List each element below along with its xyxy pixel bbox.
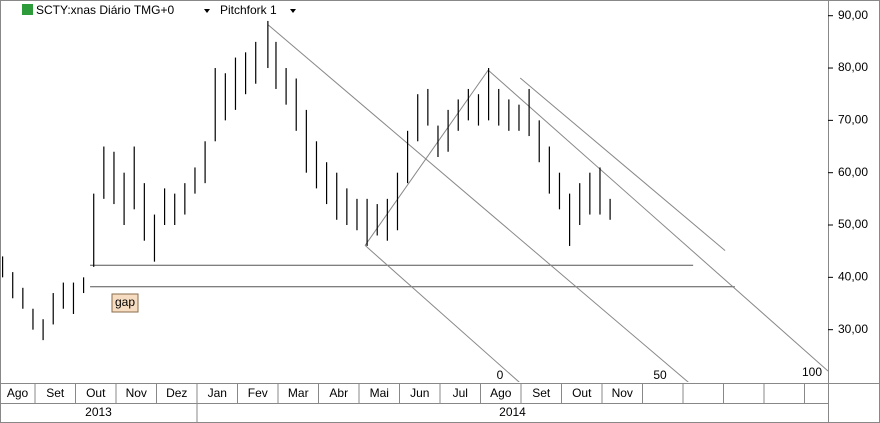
x-tick-label: Jan [208, 386, 227, 400]
x-tick-label: Out [572, 386, 592, 400]
annotation: gap [115, 295, 135, 309]
fork-label: 50 [653, 368, 667, 382]
x-tick-label: Mai [370, 386, 389, 400]
pitchfork-line [267, 24, 689, 382]
annotation-box [111, 293, 139, 313]
symbol-icon [22, 4, 33, 15]
year-label: 2013 [85, 405, 112, 419]
x-tick-label: Nov [612, 386, 633, 400]
y-tick-label: 60,00 [838, 165, 868, 179]
y-tick-label: 50,00 [838, 217, 868, 231]
study-label[interactable]: Pitchfork 1 [220, 3, 277, 17]
dropdown-arrow[interactable] [290, 9, 296, 13]
pitchfork-line [487, 69, 828, 372]
fork-label: 0 [497, 368, 504, 382]
x-tick-label: Mar [288, 386, 309, 400]
x-tick-label: Dez [166, 386, 187, 400]
axes: 30,00 40,00 50,00 60,00 70,00 80,00 90,00 Ago Se… [7, 8, 868, 423]
fork-label: 100 [802, 365, 822, 379]
x-tick-label: Ago [7, 386, 29, 400]
x-tick-label: Jun [410, 386, 429, 400]
year-label: 2014 [499, 405, 526, 419]
x-tick-label: Jul [453, 386, 468, 400]
dropdown-arrow[interactable] [204, 9, 210, 13]
y-tick-label: 80,00 [838, 60, 868, 74]
x-tick-label: Set [532, 386, 551, 400]
pitchfork-line [519, 77, 726, 252]
x-tick-label: Ago [490, 386, 512, 400]
x-tick-label: Abr [329, 386, 348, 400]
y-tick-label: 30,00 [838, 322, 868, 336]
plot-area [1, 20, 828, 382]
x-tick-label: Fev [248, 386, 268, 400]
y-tick-label: 40,00 [838, 270, 868, 284]
y-tick-label: 90,00 [838, 8, 868, 22]
pitchfork-line [364, 69, 489, 246]
x-tick-label: Nov [126, 386, 147, 400]
x-tick-label: Out [86, 386, 106, 400]
pitchfork-line [364, 245, 520, 382]
symbol-label[interactable]: SCTY:xnas Diário TMG+0 [36, 3, 174, 17]
y-tick-label: 70,00 [838, 113, 868, 127]
x-tick-label: Set [46, 386, 65, 400]
